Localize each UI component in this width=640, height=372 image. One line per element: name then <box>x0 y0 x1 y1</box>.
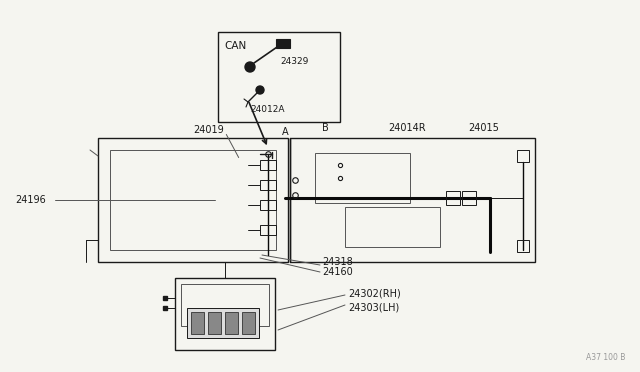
Bar <box>446 191 460 205</box>
Bar <box>345 207 440 247</box>
Bar <box>462 191 476 205</box>
Bar <box>181 284 269 326</box>
Text: 24302(RH): 24302(RH) <box>348 289 401 299</box>
Text: 24160: 24160 <box>322 267 353 277</box>
Bar <box>517 240 529 252</box>
Bar <box>260 225 276 235</box>
Text: 24012A: 24012A <box>250 106 285 115</box>
Bar <box>191 312 204 334</box>
Bar <box>110 150 276 250</box>
Text: B: B <box>322 123 328 133</box>
Bar <box>260 200 276 210</box>
Text: CAN: CAN <box>224 41 246 51</box>
Text: 24014R: 24014R <box>388 123 426 133</box>
Text: 24318: 24318 <box>322 257 353 267</box>
Bar <box>208 312 221 334</box>
Text: 24329: 24329 <box>280 58 308 67</box>
Text: 24019: 24019 <box>193 125 224 135</box>
Text: 24196: 24196 <box>15 195 45 205</box>
Bar <box>260 180 276 190</box>
Bar <box>260 160 276 170</box>
Text: A: A <box>282 127 288 137</box>
Bar <box>315 153 410 203</box>
Circle shape <box>256 86 264 94</box>
Bar <box>276 39 290 48</box>
Bar <box>98 138 288 262</box>
Text: 24015: 24015 <box>468 123 499 133</box>
Bar <box>218 32 340 122</box>
Bar <box>242 312 255 334</box>
Bar <box>225 312 238 334</box>
Bar <box>290 138 535 262</box>
Bar <box>517 150 529 162</box>
Circle shape <box>245 62 255 72</box>
Text: A37 100 B: A37 100 B <box>586 353 625 362</box>
Text: 24303(LH): 24303(LH) <box>348 302 399 312</box>
Bar <box>187 308 259 338</box>
Bar <box>175 278 275 350</box>
